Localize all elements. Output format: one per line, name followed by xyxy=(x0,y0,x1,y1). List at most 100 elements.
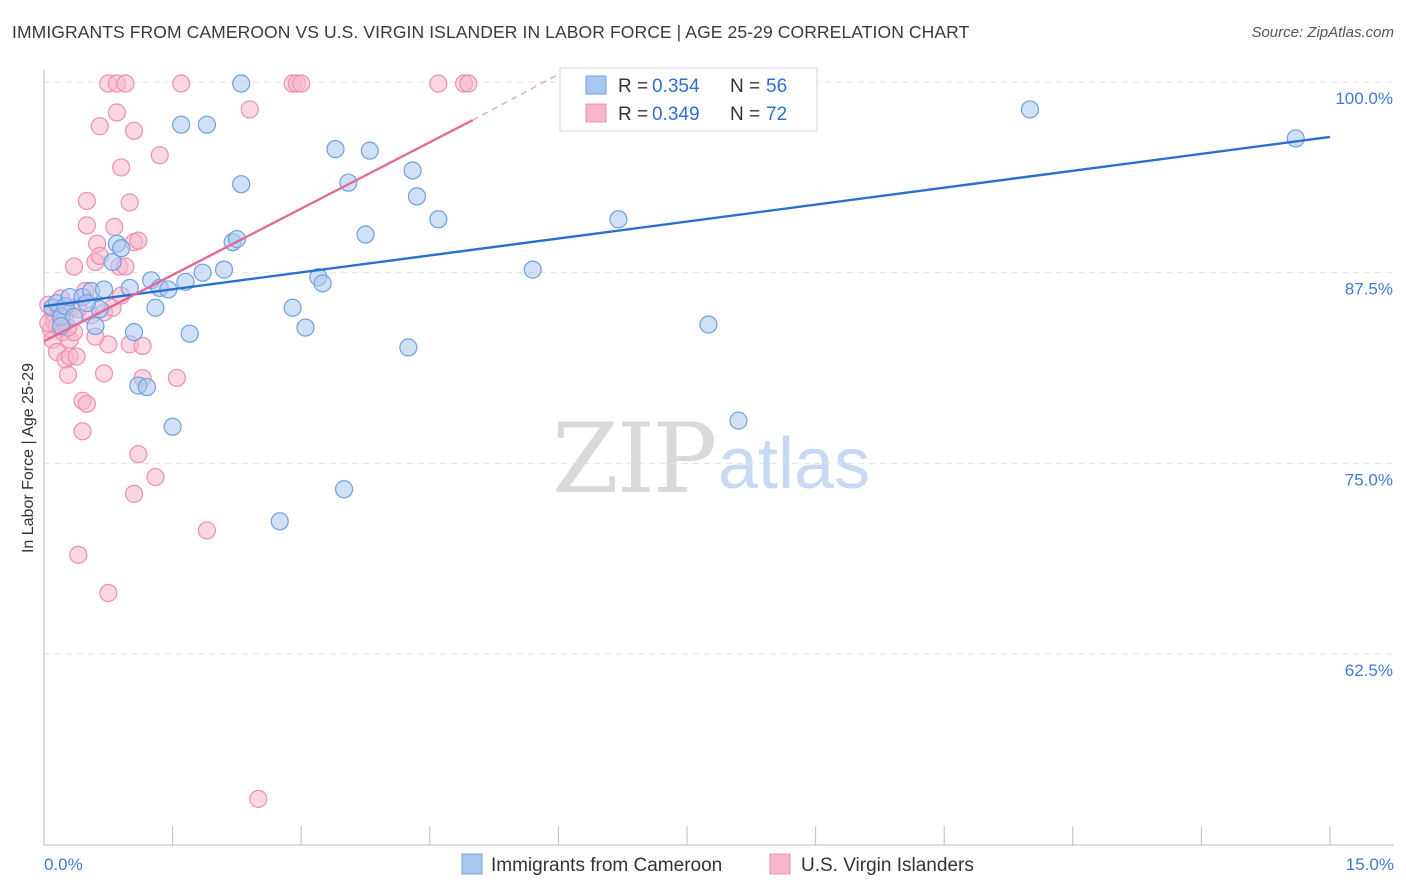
legend-r-label-pink: R = xyxy=(618,104,648,125)
y-axis-label: In Labor Force | Age 25-29 xyxy=(20,363,37,553)
point-blue-46 xyxy=(429,210,448,229)
point-blue-55 xyxy=(77,294,96,313)
point-blue-37 xyxy=(313,274,332,293)
point-pink-46 xyxy=(116,74,135,93)
point-blue-44 xyxy=(403,161,422,180)
point-pink-61 xyxy=(240,100,259,119)
trend-line-blue xyxy=(43,135,1331,308)
point-blue-19 xyxy=(146,298,165,317)
point-pink-47 xyxy=(120,193,139,212)
point-pink-33 xyxy=(94,364,114,383)
x-axis-ticks xyxy=(43,826,1331,845)
point-pink-53 xyxy=(129,445,148,464)
point-blue-39 xyxy=(334,480,354,499)
point-blue-45 xyxy=(407,187,427,206)
y-tick-label-3: 62.5% xyxy=(1345,661,1393,680)
bottom-legend-label-blue: Immigrants from Cameroon xyxy=(491,855,722,876)
x-tick-label-max: 15.0% xyxy=(1346,855,1394,874)
point-pink-54 xyxy=(133,336,152,355)
y-tick-label-2: 75.0% xyxy=(1345,470,1393,489)
point-pink-52 xyxy=(129,231,148,250)
legend-swatch-blue xyxy=(585,75,607,95)
point-pink-62 xyxy=(249,789,268,809)
chart-source: Source: ZipAtlas.com xyxy=(1251,24,1394,41)
trend-line-pink xyxy=(43,119,474,343)
point-blue-11 xyxy=(103,252,122,272)
series-pink-points xyxy=(39,74,478,809)
legend-n-label-blue: N = xyxy=(730,76,760,97)
point-blue-27 xyxy=(197,115,216,134)
point-pink-32 xyxy=(90,117,109,136)
point-blue-50 xyxy=(729,411,748,430)
point-pink-21 xyxy=(69,545,88,564)
point-blue-25 xyxy=(180,324,199,343)
legend-n-value-blue: 56 xyxy=(766,76,787,97)
chart-title: IMMIGRANTS FROM CAMEROON VS U.S. VIRGIN … xyxy=(12,22,970,42)
point-pink-23 xyxy=(73,422,92,441)
point-pink-56 xyxy=(146,467,165,487)
point-pink-27 xyxy=(77,394,96,413)
point-blue-22 xyxy=(163,417,182,436)
y-tick-label-1: 87.5% xyxy=(1345,280,1393,299)
y-tick-labels: 100.0% 87.5% 75.0% 62.5% xyxy=(1335,89,1393,680)
point-pink-37 xyxy=(99,583,118,603)
point-blue-42 xyxy=(360,141,379,160)
point-pink-19 xyxy=(67,347,86,366)
legend-n-value-pink: 72 xyxy=(766,104,787,125)
legend-swatch-pink xyxy=(585,103,607,123)
watermark-atlas: atlas xyxy=(718,424,870,504)
bottom-legend-swatch-blue xyxy=(461,853,483,875)
watermark-zip: ZIP xyxy=(552,403,715,515)
legend-box: R = 0.354 N = 56 R = 0.349 N = 72 xyxy=(559,67,818,132)
point-blue-17 xyxy=(137,377,156,397)
point-blue-32 xyxy=(232,74,251,93)
point-pink-17 xyxy=(64,257,84,276)
point-blue-8 xyxy=(86,316,105,336)
legend-r-value-pink: 0.349 xyxy=(652,104,700,125)
point-pink-41 xyxy=(107,103,126,122)
point-blue-38 xyxy=(326,140,345,159)
point-pink-66 xyxy=(429,74,448,93)
y-tick-label-0: 100.0% xyxy=(1335,89,1393,108)
bottom-legend-swatch-pink xyxy=(769,853,791,875)
point-pink-68 xyxy=(459,74,478,93)
point-pink-26 xyxy=(77,216,96,235)
point-blue-23 xyxy=(172,115,191,134)
point-pink-65 xyxy=(292,74,311,93)
point-blue-15 xyxy=(124,323,144,342)
point-pink-57 xyxy=(150,146,169,165)
bottom-legend: Immigrants from Cameroon U.S. Virgin Isl… xyxy=(461,853,974,876)
trend-lines xyxy=(43,73,1331,343)
trend-line-pink-extension xyxy=(472,73,559,121)
point-pink-58 xyxy=(167,368,186,388)
point-blue-52 xyxy=(1020,100,1040,119)
point-pink-44 xyxy=(112,158,131,177)
point-blue-31 xyxy=(232,175,251,194)
point-pink-50 xyxy=(124,121,144,140)
point-pink-51 xyxy=(124,484,144,503)
point-pink-39 xyxy=(105,217,124,237)
point-blue-47 xyxy=(523,260,542,279)
legend-r-value-blue: 0.354 xyxy=(652,76,700,97)
gridlines xyxy=(44,81,1394,655)
point-blue-28 xyxy=(214,260,234,279)
point-pink-25 xyxy=(77,191,96,211)
legend-r-label-blue: R = xyxy=(618,76,648,97)
x-tick-label-min: 0.0% xyxy=(44,855,83,874)
point-pink-59 xyxy=(172,74,191,93)
point-blue-49 xyxy=(699,315,718,334)
bottom-legend-label-pink: U.S. Virgin Islanders xyxy=(801,855,974,876)
point-blue-33 xyxy=(270,512,289,531)
point-blue-34 xyxy=(283,298,302,317)
point-blue-43 xyxy=(399,338,418,357)
series-blue-points xyxy=(43,74,1305,531)
point-blue-41 xyxy=(356,225,375,244)
point-pink-13 xyxy=(58,365,78,384)
legend-n-label-pink: N = xyxy=(730,104,760,125)
point-blue-35 xyxy=(296,318,315,337)
point-blue-53 xyxy=(1286,129,1305,148)
point-blue-10 xyxy=(94,280,114,299)
point-blue-48 xyxy=(609,210,628,229)
point-blue-26 xyxy=(193,263,212,282)
